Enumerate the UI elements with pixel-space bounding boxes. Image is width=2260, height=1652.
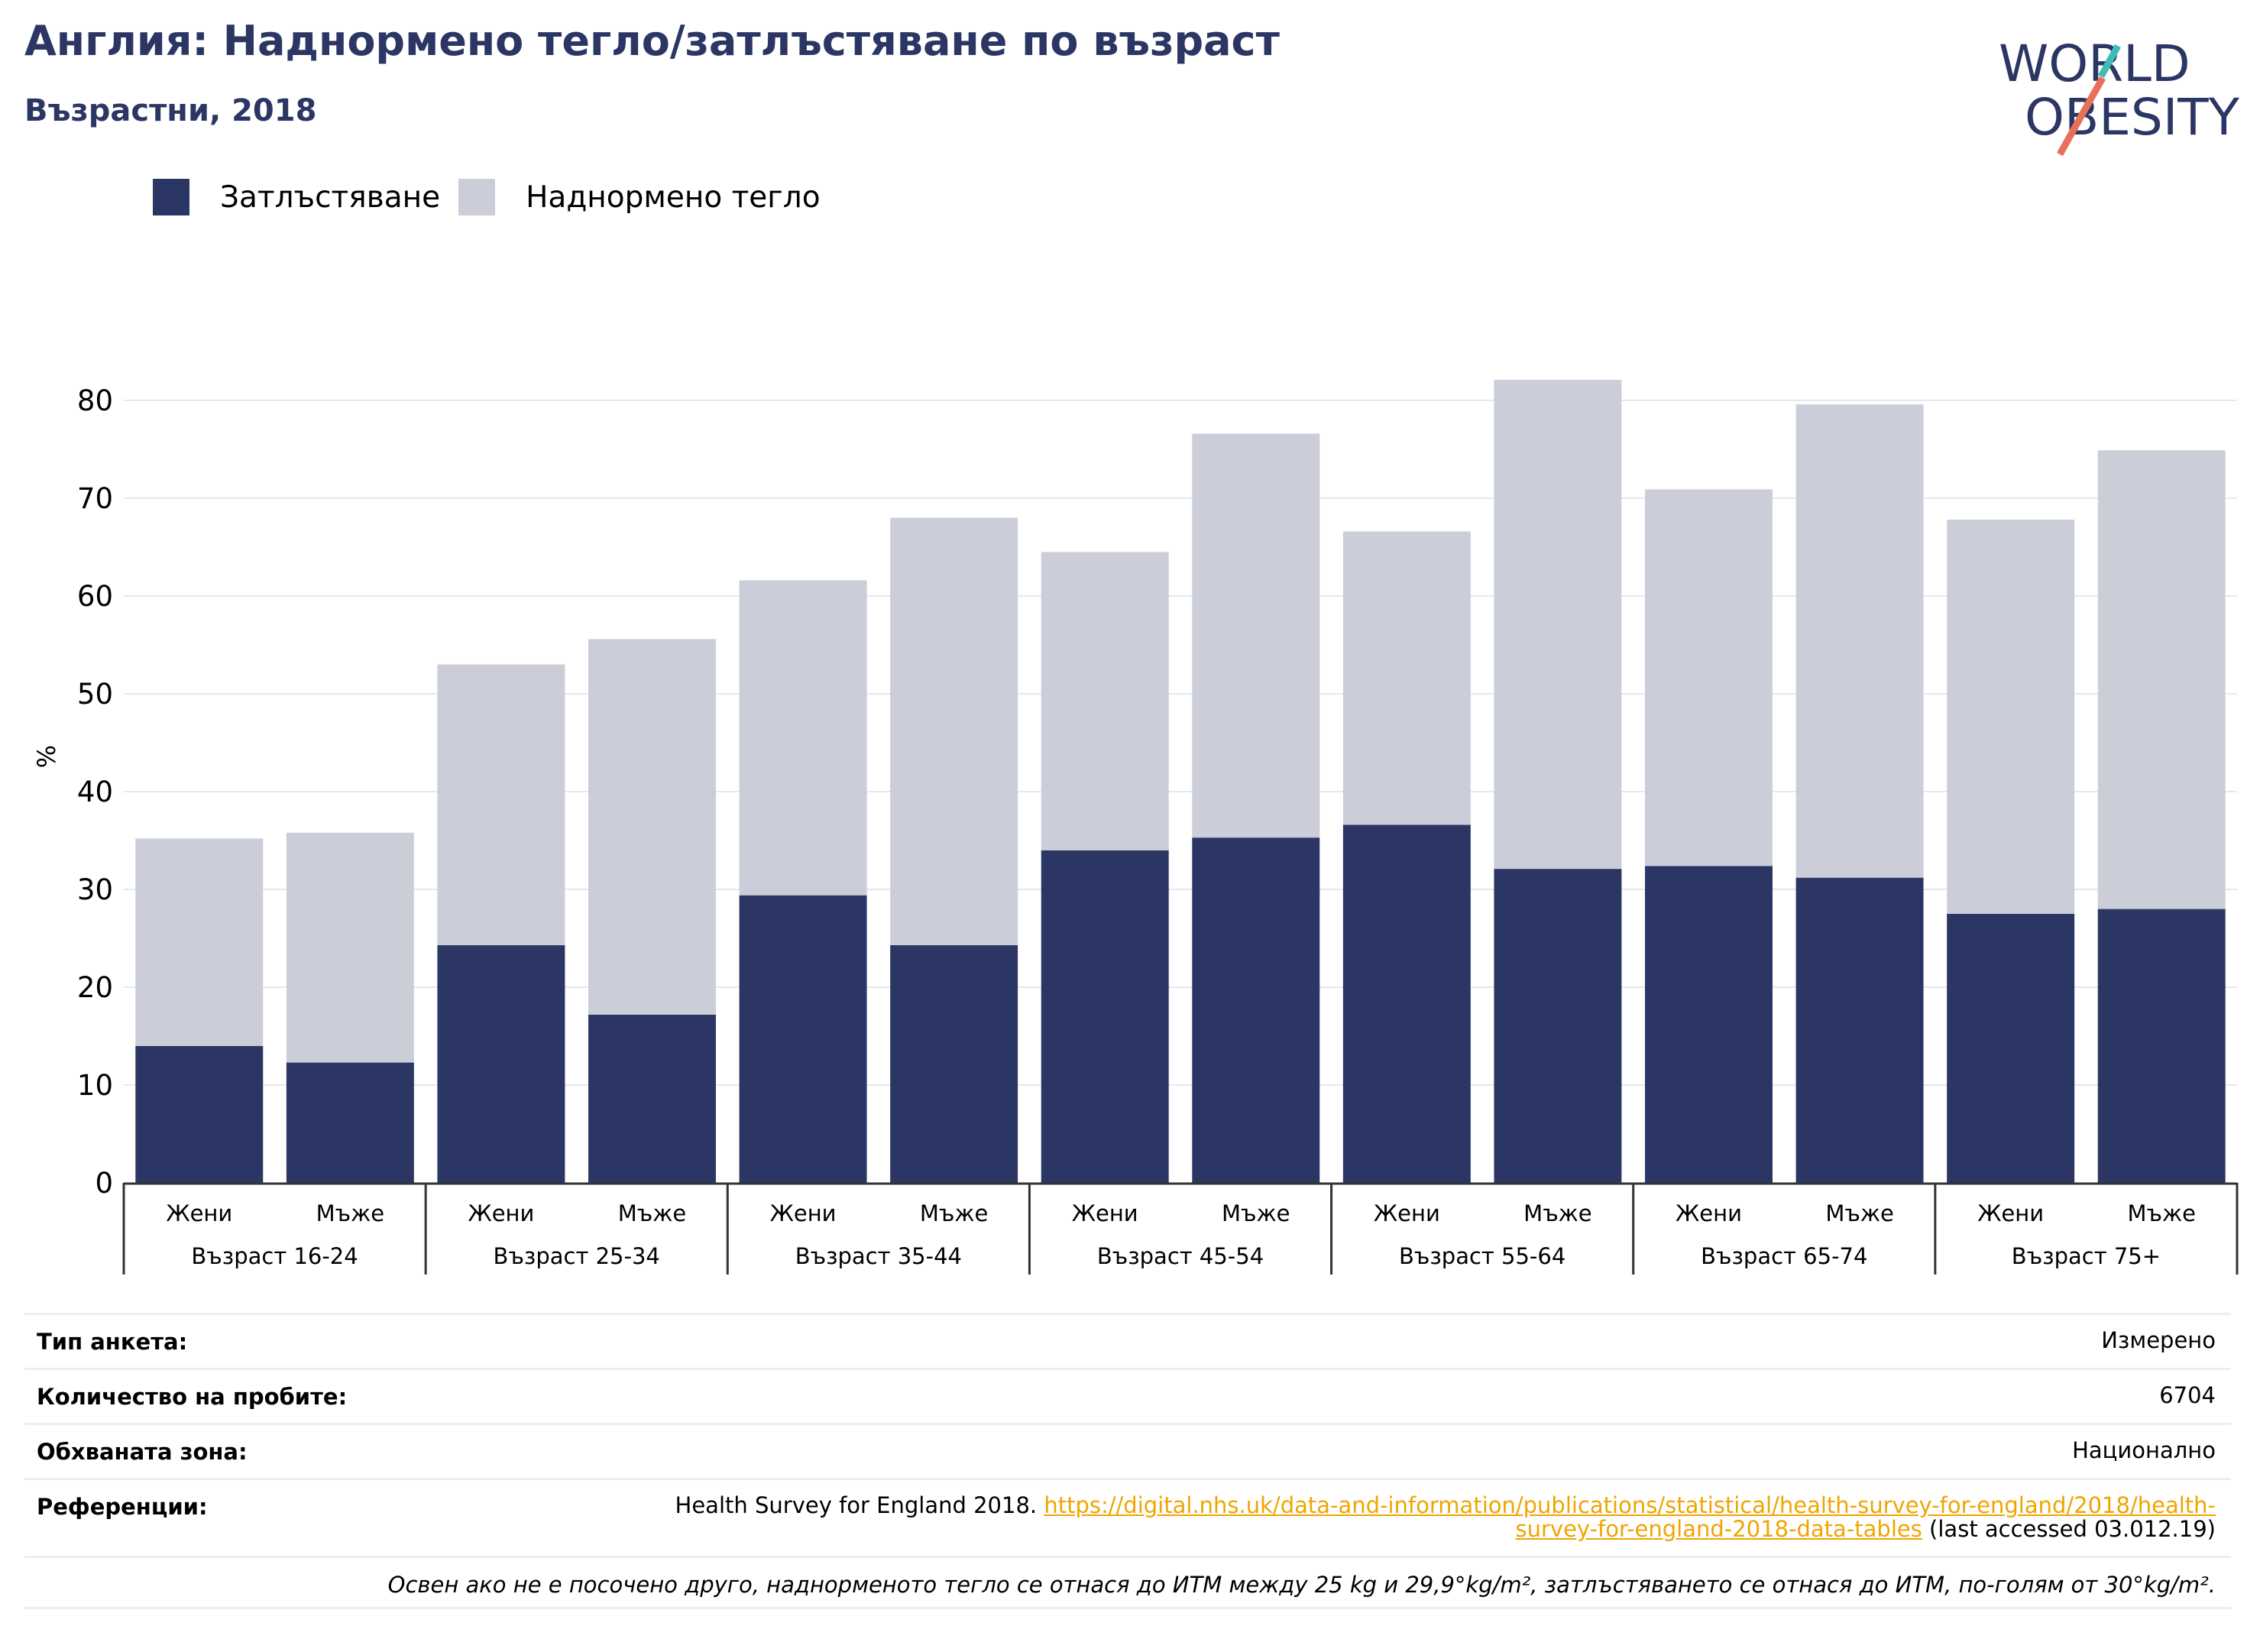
y-tick-label: 50 bbox=[77, 678, 113, 711]
legend-label-obesity: Затлъстяване bbox=[220, 180, 441, 215]
bar-overweight bbox=[437, 664, 565, 945]
bar-overweight bbox=[1494, 380, 1622, 870]
x-group-label: Възраст 16-24 bbox=[191, 1243, 358, 1269]
x-subcategory-label: Мъже bbox=[2127, 1200, 2195, 1226]
bar-overweight bbox=[1947, 520, 2075, 914]
reference-value: Health Survey for England 2018. https://… bbox=[675, 1494, 2231, 1556]
info-value: Национално bbox=[2072, 1437, 2216, 1463]
bar-overweight bbox=[588, 639, 716, 1015]
bar-obesity bbox=[135, 1045, 264, 1183]
bar-obesity bbox=[739, 895, 867, 1183]
x-group-label: Възраст 55-64 bbox=[1399, 1243, 1565, 1269]
info-row-references: Референции: Health Survey for England 20… bbox=[24, 1478, 2231, 1556]
y-tick-label: 70 bbox=[77, 482, 113, 515]
x-group-label: Възраст 25-34 bbox=[494, 1243, 660, 1269]
bar-obesity bbox=[437, 944, 565, 1183]
x-group-label: Възраст 65-74 bbox=[1701, 1243, 1867, 1269]
y-tick-label: 40 bbox=[77, 776, 113, 808]
bar-overweight bbox=[1795, 404, 1924, 878]
y-axis-label: % bbox=[32, 745, 61, 768]
bar-obesity bbox=[588, 1014, 716, 1183]
info-key: Обхваната зона: bbox=[37, 1439, 248, 1465]
reference-link-line2: survey-for-england-2018-data-tables bbox=[1515, 1516, 1922, 1542]
info-value: Измерено bbox=[2101, 1327, 2216, 1353]
reference-prefix: Health Survey for England 2018. bbox=[675, 1492, 1044, 1518]
y-tick-label: 0 bbox=[95, 1167, 113, 1200]
bar-overweight bbox=[135, 838, 264, 1046]
bar-obesity bbox=[890, 944, 1018, 1183]
bar-obesity bbox=[1192, 837, 1320, 1183]
reference-link-line1: https://digital.nhs.uk/data-and-informat… bbox=[1044, 1492, 2216, 1518]
y-tick-label: 30 bbox=[77, 873, 113, 906]
x-subcategory-label: Жени bbox=[1374, 1200, 1440, 1226]
x-subcategory-label: Мъже bbox=[1523, 1200, 1591, 1226]
x-group-label: Възраст 35-44 bbox=[795, 1243, 962, 1269]
reference-suffix: (last accessed 03.012.19) bbox=[1922, 1516, 2216, 1542]
legend-item-obesity[interactable]: Затлъстяване bbox=[153, 179, 440, 215]
bar-overweight bbox=[1041, 552, 1169, 850]
bar-obesity bbox=[1494, 869, 1622, 1183]
bar-overweight bbox=[1192, 433, 1320, 838]
bar-obesity bbox=[1645, 866, 1773, 1183]
info-row-coverage: Обхваната зона: Национално bbox=[24, 1423, 2231, 1478]
x-subcategory-label: Мъже bbox=[1825, 1200, 1893, 1226]
logo-text-obesity: OBESITY bbox=[2025, 88, 2240, 147]
info-key: Референции: bbox=[37, 1494, 208, 1520]
bar-obesity bbox=[1795, 877, 1924, 1183]
info-value: 6704 bbox=[2159, 1382, 2216, 1408]
x-subcategory-label: Жени bbox=[1977, 1200, 2044, 1226]
legend-swatch-obesity bbox=[153, 179, 189, 215]
x-group-label: Възраст 45-54 bbox=[1097, 1243, 1264, 1269]
x-subcategory-label: Мъже bbox=[1222, 1200, 1290, 1226]
bar-overweight bbox=[739, 580, 867, 896]
bar-obesity bbox=[1041, 850, 1169, 1183]
bar-obesity bbox=[1947, 914, 2075, 1183]
world-obesity-logo: WORLD OBESITY bbox=[1999, 34, 2240, 157]
info-key: Количество на пробите: bbox=[37, 1384, 348, 1410]
logo-text-world: WORLD bbox=[1999, 34, 2190, 93]
y-tick-label: 80 bbox=[77, 384, 113, 417]
legend: Затлъстяване Наднормено тегло bbox=[153, 176, 839, 219]
legend-item-overweight[interactable]: Наднормено тегло bbox=[458, 179, 821, 215]
bar-overweight bbox=[2097, 450, 2226, 909]
y-tick-label: 20 bbox=[77, 971, 113, 1004]
chart-title: Англия: Наднормено тегло/затлъстяване по… bbox=[24, 17, 1280, 65]
definition-note: Освен ако не е посочено друго, наднормен… bbox=[24, 1556, 2231, 1609]
x-subcategory-label: Жени bbox=[166, 1200, 232, 1226]
bar-overweight bbox=[890, 517, 1018, 945]
info-row-sample-size: Количество на пробите: 6704 bbox=[24, 1368, 2231, 1423]
reference-link[interactable]: https://digital.nhs.uk/data-and-informat… bbox=[1044, 1492, 2216, 1542]
info-row-survey-type: Тип анкета: Измерено bbox=[24, 1313, 2231, 1368]
legend-swatch-overweight bbox=[458, 179, 496, 215]
info-key: Тип анкета: bbox=[37, 1329, 188, 1355]
x-subcategory-label: Мъже bbox=[920, 1200, 988, 1226]
logo-slash-red bbox=[2057, 76, 2106, 157]
bar-obesity bbox=[2097, 909, 2226, 1183]
x-subcategory-label: Мъже bbox=[618, 1200, 686, 1226]
logo-slash-teal bbox=[2098, 44, 2121, 79]
x-subcategory-label: Жени bbox=[1676, 1200, 1742, 1226]
x-group-label: Възраст 75+ bbox=[2012, 1243, 2161, 1269]
bar-overweight bbox=[1342, 531, 1471, 825]
chart-subtitle: Възрастни, 2018 bbox=[24, 93, 317, 128]
x-subcategory-label: Мъже bbox=[316, 1200, 384, 1226]
bar-obesity bbox=[1342, 824, 1471, 1183]
bar-overweight bbox=[1645, 489, 1773, 866]
x-subcategory-label: Жени bbox=[468, 1200, 534, 1226]
legend-label-overweight: Наднормено тегло bbox=[526, 180, 821, 215]
stacked-bar-chart: 0 10 20 30 40 50 60 70 80% Жени Мъже Жени Мъже Жени Мъ… bbox=[32, 380, 2239, 1275]
bar-obesity bbox=[286, 1062, 414, 1183]
bar-overweight bbox=[286, 832, 414, 1063]
x-subcategory-label: Жени bbox=[770, 1200, 837, 1226]
info-table: Тип анкета: Измерено Количество на проби… bbox=[24, 1313, 2231, 1609]
y-tick-label: 60 bbox=[77, 580, 113, 613]
x-subcategory-label: Жени bbox=[1072, 1200, 1138, 1226]
y-tick-label: 10 bbox=[77, 1069, 113, 1102]
